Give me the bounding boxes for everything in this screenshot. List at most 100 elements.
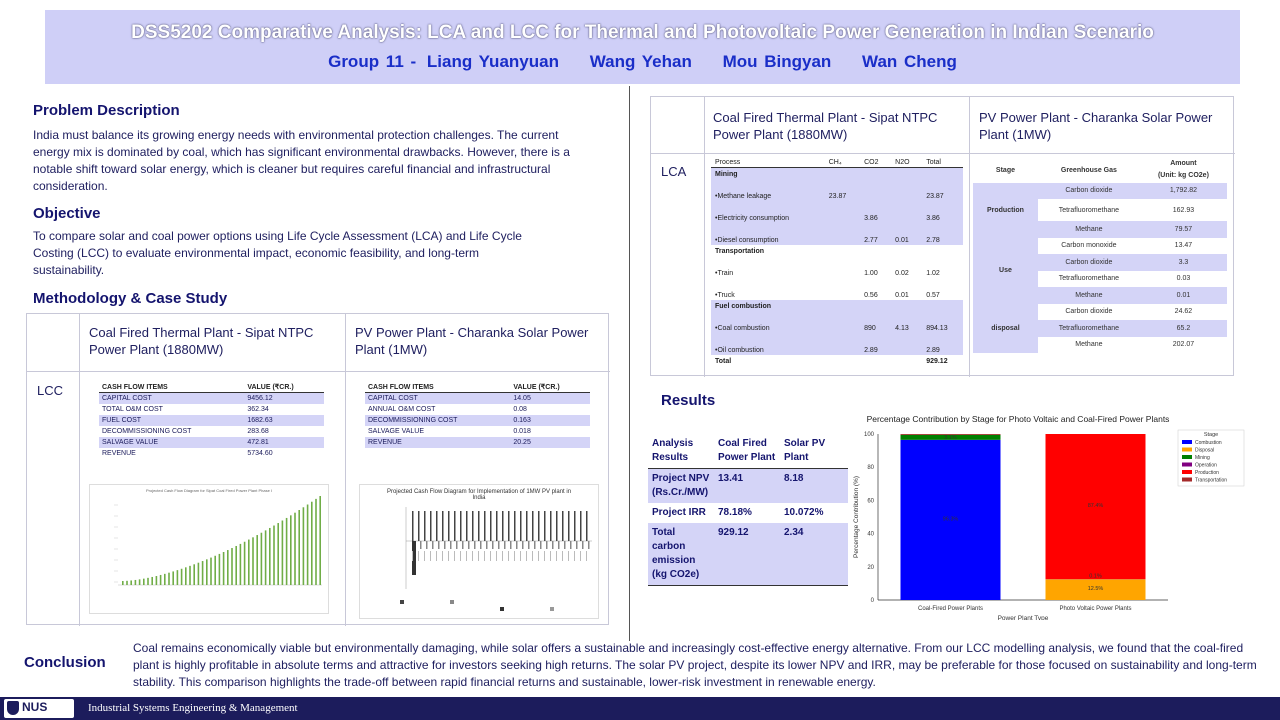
legend-label: Operation <box>1195 463 1217 469</box>
table-cell: 0.56 <box>864 291 878 299</box>
table-cell: 283.68 <box>247 427 269 435</box>
cashflow-bar <box>556 511 558 541</box>
table-cell: Tetrafluoromethane <box>1037 320 1140 337</box>
table-row: disposal Carbon dioxide 24.62 <box>973 303 1227 353</box>
y-axis-label: Percentage Contribution (%) <box>853 476 860 558</box>
cashflow-bar <box>201 561 204 585</box>
table-row: Methane 202.07 <box>973 337 1227 354</box>
stage-contribution-chart: Percentage Contribution by Stage for Pho… <box>853 414 1245 620</box>
cashflow-bar <box>424 511 426 541</box>
col-header: N2O <box>895 159 910 166</box>
table-cell <box>891 355 922 366</box>
year-tick <box>436 551 437 561</box>
table-row: •Diesel consumption 2.77 0.01 2.78 <box>711 222 963 245</box>
data-label: 87.4% <box>1088 503 1104 509</box>
cashflow-bar <box>197 562 200 585</box>
cashflow-bar <box>546 541 548 549</box>
cashflow-bar <box>218 553 221 585</box>
cashflow-bar <box>454 511 456 541</box>
lcc-pv-title: PV Power Plant - Charanka Solar Power Pl… <box>355 325 589 357</box>
year-tick <box>538 551 539 561</box>
table-cell: 0.08 <box>513 405 527 413</box>
cashflow-bar <box>311 501 313 585</box>
lca-panel: Coal Fired Thermal Plant - Sipat NTPC Po… <box>650 96 1235 377</box>
cashflow-bar <box>540 541 542 549</box>
legend-swatch <box>1182 440 1192 444</box>
coal-cashflow-chart: Projected Cash Flow Diagram for Sipat Co… <box>89 484 329 614</box>
data-label: 0.1% <box>1089 574 1102 580</box>
pv-cashflow-chart: Projected Cash Flow Diagram for Implemen… <box>359 484 599 619</box>
table-cell: 929.12 <box>714 523 780 586</box>
cashflow-bar <box>277 523 279 585</box>
col-header: Stage <box>995 166 1015 174</box>
table-cell <box>825 223 860 245</box>
cashflow-bar <box>520 511 522 541</box>
group-label: Group 11 - <box>328 52 417 71</box>
cashflow-bar <box>285 517 288 585</box>
author: Mou Bingyan <box>722 52 832 71</box>
year-tick <box>550 551 551 561</box>
cashflow-bar <box>570 541 572 549</box>
cashflow-bar <box>147 577 149 585</box>
cashflow-bar <box>460 511 462 541</box>
table-cell: 890 <box>864 324 876 332</box>
cashflow-bar <box>450 541 452 549</box>
table-cell: 23.87 <box>926 192 944 200</box>
year-tick <box>586 551 587 561</box>
table-cell: Project IRR <box>652 507 706 518</box>
table-cell <box>891 201 922 223</box>
bar-segment <box>900 434 1001 435</box>
lca-row-label: LCA <box>661 164 687 179</box>
cashflow-bar <box>193 564 195 585</box>
year-tick <box>460 551 461 561</box>
table-cell <box>825 300 860 311</box>
table-cell: 10.072% <box>784 507 824 518</box>
table-cell: Carbon dioxide <box>1037 254 1140 271</box>
table-cell: Tetrafluoromethane <box>1058 206 1120 214</box>
cashflow-bar <box>315 498 317 585</box>
cashflow-bar <box>552 541 554 549</box>
table-cell: Carbon monoxide <box>1061 242 1117 250</box>
data-label: 3.1% <box>944 435 957 441</box>
table-cell: SALVAGE VALUE <box>368 427 425 435</box>
table-cell <box>860 168 891 179</box>
cashflow-bar <box>508 511 510 541</box>
table-cell: 3.86 <box>926 214 940 222</box>
table-cell: 2.89 <box>926 346 940 354</box>
table-cell: REVENUE <box>102 449 136 457</box>
lcc-pv-table: CASH FLOW ITEMS VALUE (₹CR.) CAPITAL COST… <box>365 382 590 448</box>
cashflow-bar <box>239 543 242 585</box>
cashflow-bar <box>185 567 187 585</box>
table-cell: 4.13 <box>895 324 909 332</box>
objective-text: To compare solar and coal power options … <box>33 229 522 277</box>
cashflow-bar <box>134 579 137 585</box>
x-tick-label: Photo Voltaic Power Plants <box>1059 606 1131 612</box>
cashflow-bar <box>252 537 254 585</box>
legend-label: Disposal <box>1195 448 1214 454</box>
year-tick <box>424 551 425 561</box>
table-row: Total 929.12 <box>711 355 963 366</box>
cashflow-bar <box>538 511 540 541</box>
cashflow-bar <box>256 535 258 585</box>
cashflow-bar <box>210 557 212 585</box>
legend-swatch <box>1182 455 1192 459</box>
table-row: •Train 1.00 0.02 1.02 <box>711 256 963 278</box>
table-cell: Fuel combustion <box>715 302 771 310</box>
table-cell: Total carbon emission (kg CO2e) <box>648 523 714 586</box>
cashflow-bar <box>168 572 170 585</box>
year-tick <box>496 551 497 561</box>
lcc-coal-title: Coal Fired Thermal Plant - Sipat NTPC Po… <box>89 325 314 357</box>
cashflow-bar <box>582 541 584 549</box>
col-header: (Unit: kg CO2e) <box>1157 172 1209 179</box>
footer-bar: NUS Industrial Systems Engineering & Man… <box>0 697 1280 720</box>
table-cell <box>825 278 860 300</box>
cashflow-bar <box>504 541 506 549</box>
cashflow-bar <box>438 541 440 549</box>
problem-heading: Problem Description <box>33 102 180 119</box>
objective-heading: Objective <box>33 205 101 222</box>
cashflow-bar <box>498 541 500 549</box>
cashflow-bar <box>172 571 174 585</box>
cashflow-bar <box>444 541 446 549</box>
data-label: 96.3% <box>943 516 959 522</box>
table-row: Tetrafluoromethane 162.93 <box>973 199 1227 221</box>
